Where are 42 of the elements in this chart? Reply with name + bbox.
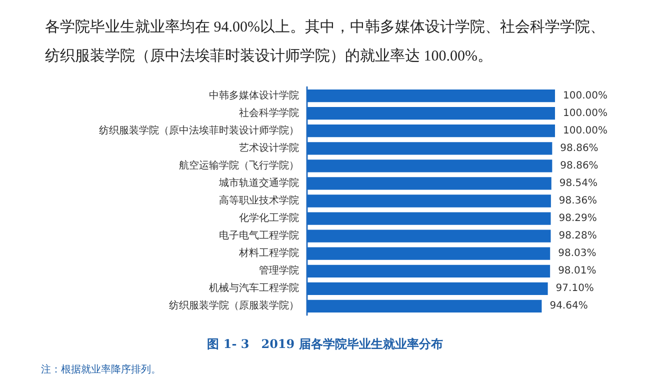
text: 图 1- 3 2019 届各学院毕业生就业率分布 xyxy=(207,337,443,351)
data-label: 98.01% xyxy=(558,266,596,277)
data-label: 97.10% xyxy=(556,283,594,294)
bar xyxy=(307,89,555,102)
data-label: 98.03% xyxy=(558,248,596,260)
data-label: 100.00% xyxy=(563,125,608,136)
y-tick-label: 高等职业技术学院 xyxy=(219,194,299,206)
bar xyxy=(307,230,551,242)
text: 注：根据就业率降序排列。 xyxy=(41,364,161,376)
data-label: 94.64% xyxy=(550,300,588,312)
y-tick-label: 中韩多媒体设计学院 xyxy=(209,89,299,102)
bar xyxy=(307,212,551,225)
bar xyxy=(307,194,551,208)
bar xyxy=(307,106,555,120)
y-tick-label: 纺织服装学院（原中法埃菲时装设计师学院） xyxy=(99,124,299,136)
y-tick-label: 机械与汽车工程学院 xyxy=(209,282,299,294)
bar xyxy=(307,247,550,260)
data-label: 98.86% xyxy=(560,142,598,154)
y-tick-label: 航空运输学院（飞行学院） xyxy=(179,159,299,172)
y-tick-label: 艺术设计学院 xyxy=(239,142,299,154)
data-label: 100.00% xyxy=(563,90,608,102)
y-tick-label: 城市轨道交通学院 xyxy=(218,176,299,189)
y-tick-label: 化学化工学院 xyxy=(239,212,299,224)
bar xyxy=(307,282,548,296)
bar xyxy=(307,264,550,278)
y-tick-label: 材料工程学院 xyxy=(238,247,299,260)
data-label: 98.36% xyxy=(558,196,598,206)
y-tick-label: 社会科学学院 xyxy=(239,106,299,119)
data-label: 98.86% xyxy=(560,160,598,172)
bar xyxy=(307,300,542,313)
y-tick-label: 管理学院 xyxy=(259,264,299,277)
bar xyxy=(307,124,555,138)
bar xyxy=(307,177,552,190)
data-label: 98.28% xyxy=(558,230,597,242)
data-label: 98.29% xyxy=(558,213,597,224)
data-label: 100.00% xyxy=(563,108,608,119)
bar xyxy=(307,142,552,155)
text: 各学院毕业生就业率均在 94.00%以上。其中，中韩多媒体设计学院、社会科学学院、纺织服装学院（原中法埃菲时装设计师学院）的就业率达 100.00%。 xyxy=(45,18,605,64)
bar xyxy=(307,160,552,172)
y-tick-label: 纺织服装学院（原服装学院） xyxy=(169,300,299,312)
y-tick-label: 电子电气工程学院 xyxy=(219,230,299,242)
data-label: 98.54% xyxy=(559,178,598,189)
